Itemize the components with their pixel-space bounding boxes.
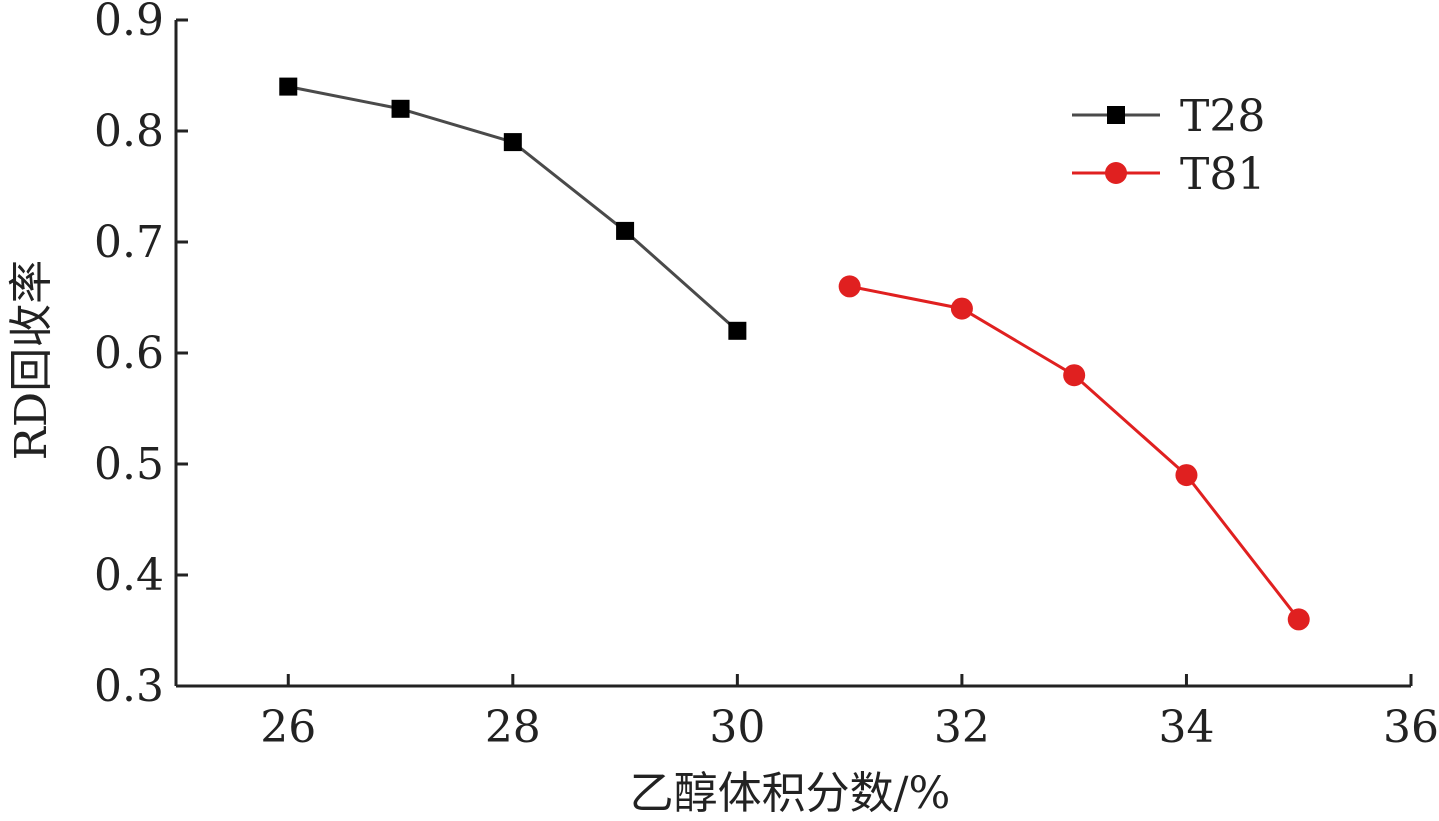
y-tick-label: 0.8 [94,106,164,157]
data-point [950,297,973,320]
data-point [391,99,410,118]
legend-item: T81 [1072,149,1265,200]
x-axis-title: 乙醇体积分数/% [630,768,951,819]
data-point [1175,464,1198,487]
data-point [838,275,861,298]
x-tick-label: 26 [260,702,316,753]
x-tick-label: 32 [934,702,990,753]
y-tick-label: 0.6 [94,328,164,379]
x-tick-label: 30 [709,702,765,753]
legend-label: T28 [1180,91,1265,142]
series-line [849,284,1300,621]
y-tick-label: 0.5 [94,439,164,490]
legend-item: T28 [1072,91,1265,142]
data-point [1063,364,1086,387]
x-tick-label: 28 [485,702,541,753]
data-point [1287,608,1310,631]
data-point [503,133,522,152]
x-tick-label: 36 [1383,702,1439,753]
series-T28 [279,77,747,340]
data-point [728,321,747,340]
x-axis-ticks: 26 28 30 32 34 36 [260,674,1439,753]
y-tick-label: 0.3 [94,661,164,712]
series-line [287,85,739,332]
series-T81 [838,275,1310,631]
data-point [279,77,298,96]
data-point [616,221,635,240]
y-tick-label: 0.4 [94,550,164,601]
y-tick-label: 0.7 [94,217,164,268]
legend-label: T81 [1180,149,1265,200]
legend-marker [1105,162,1127,184]
legend-marker [1107,106,1125,124]
y-tick-label: 0.9 [94,0,164,46]
series-layer [279,77,1310,631]
y-axis-title: RD回收率 [6,260,57,460]
x-tick-label: 34 [1158,702,1214,753]
y-axis-ticks: 0.3 0.4 0.5 0.6 0.7 0.8 0.9 [94,0,188,712]
